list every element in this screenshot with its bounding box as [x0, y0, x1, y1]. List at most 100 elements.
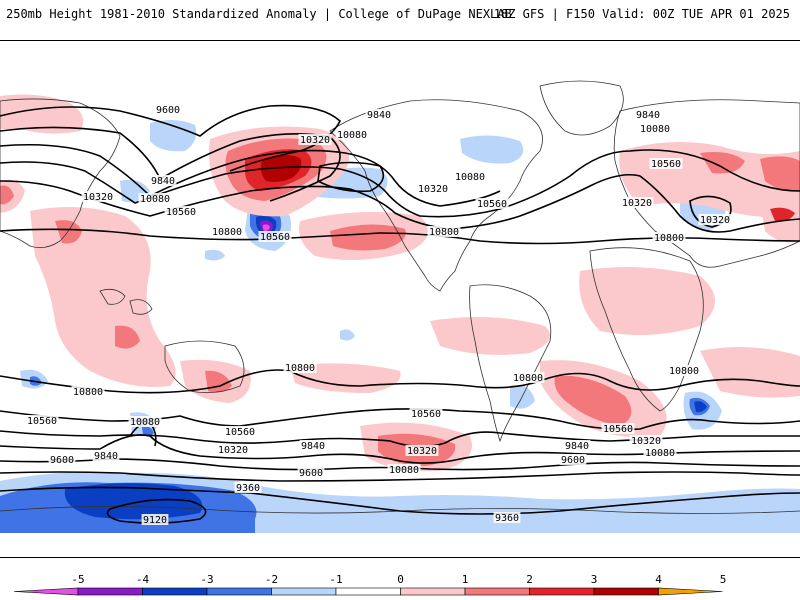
greenland-outline [539, 80, 624, 136]
contour-label-eu-10320-a: 10320 [622, 198, 652, 209]
contour-9840-nh [0, 126, 341, 202]
contour-label-sc-9600: 9600 [299, 468, 323, 479]
contour-label-bg [601, 423, 635, 434]
contour-label-eu-10800: 10800 [654, 233, 684, 244]
contour-label-bg [559, 454, 587, 465]
contour-label-bg [297, 467, 325, 478]
contour-label-np-10320: 10320 [300, 135, 330, 146]
contour-label-bg [620, 197, 654, 208]
contour-label-bg [335, 129, 369, 140]
contour-label-bg [511, 372, 545, 383]
contour-label-bg [81, 191, 115, 202]
contour-label-eu-10560: 10560 [651, 159, 681, 170]
neg1-area [150, 119, 197, 152]
colorbar-segment-neg1 [271, 587, 337, 596]
contour-label-bg [92, 450, 120, 461]
contour-label-eu-10320-b: 10320 [700, 215, 730, 226]
colorbar-segment-neg2 [206, 587, 272, 596]
contour-label-bg [409, 408, 443, 419]
contour-label-sc-9360: 9360 [236, 483, 260, 494]
contour-label-sw-10800: 10800 [73, 387, 103, 398]
contour-label-sp-10800: 10800 [285, 363, 315, 374]
neg5-area [262, 224, 270, 231]
contour-9120-sh [106, 498, 207, 524]
contour-label-sa-10800: 10800 [513, 373, 543, 384]
colorbar-tick-label: -4 [136, 573, 150, 586]
pos4-area [260, 155, 302, 182]
neg1-area [460, 135, 524, 164]
contour-label-na-10320: 10320 [418, 184, 448, 195]
colorbar-tick-labels: -5 -4 -3 -2 -1 0 1 2 3 4 5 [71, 573, 726, 586]
colorbar-tick-label: 5 [720, 573, 727, 586]
contour-10080-nh [0, 143, 501, 207]
pos2-area [115, 325, 140, 349]
contour-label-sc-10560: 10560 [411, 409, 441, 420]
colorbar-tick-label: 4 [655, 573, 662, 586]
africa-outline [589, 247, 704, 412]
contour-label-sw-9840: 9840 [94, 451, 118, 462]
se-asia-islands [99, 288, 153, 315]
australia-outline [164, 340, 245, 394]
colorbar-segment-pos1 [400, 587, 466, 596]
contour-label-bg [299, 440, 327, 451]
pos2-area [554, 375, 632, 426]
contour-label-bg [667, 365, 701, 376]
pos2-area [330, 224, 406, 251]
pos3-area [770, 207, 795, 222]
contour-label-se-10320: 10320 [631, 436, 661, 447]
run-info: 18Z GFS | F150 Valid: 00Z TUE APR 01 202… [493, 7, 790, 21]
colorbar-tick-label: -2 [265, 573, 278, 586]
neg3-area [64, 483, 203, 520]
contour-label-nh-9600: 9600 [156, 105, 180, 116]
colorbar-tick-label: 0 [397, 573, 404, 586]
south-america-outline [469, 284, 552, 443]
contour-label-bg [427, 226, 461, 237]
contour-label-sw-10560: 10560 [27, 416, 57, 427]
contour-label-sc-9840: 9840 [301, 441, 325, 452]
neg1-area [205, 249, 225, 261]
pos2-area [55, 220, 82, 244]
contour-label-low-10560: 10560 [260, 232, 290, 243]
contour-label-na-10080: 10080 [455, 172, 485, 183]
contour-label-sc-10320: 10320 [407, 446, 437, 457]
contour-label-nh-10800-w: 10800 [212, 227, 242, 238]
contour-label-bg [643, 447, 677, 458]
contour-label-na-10800: 10800 [429, 227, 459, 238]
contour-label-bg [634, 109, 662, 120]
map-panel: 9600 9840 10080 10320 10560 10800 10320 10080 98… [0, 40, 800, 558]
contour-label-bg [563, 440, 591, 451]
contour-label-bg [141, 514, 169, 525]
contour-label-se-10800: 10800 [669, 366, 699, 377]
pos1-area [430, 317, 550, 355]
pos2-area [0, 185, 14, 205]
colorbar-segment-neg3 [142, 587, 208, 596]
neg2-area [142, 426, 154, 437]
contour-label-bg [223, 426, 257, 437]
contour-label-nh-10560-w: 10560 [166, 207, 196, 218]
contour-label-bg [493, 512, 521, 523]
colorbar-arrow-high [658, 587, 723, 596]
colorbar-tick-label: -1 [329, 573, 342, 586]
contour-label-np-9840: 9840 [367, 110, 391, 121]
contour-label-bg [138, 193, 172, 204]
contour-9600-sh [0, 471, 800, 482]
header: 250mb Height 1981-2010 Standardized Anom… [0, 0, 800, 30]
contour-label-nh-9840-w: 9840 [151, 176, 175, 187]
north-america-outline [329, 99, 543, 292]
contour-label-bg [698, 214, 732, 225]
pos1-area [30, 207, 176, 387]
contour-label-se-10080: 10080 [645, 448, 675, 459]
contour-label-bg [128, 416, 162, 427]
colorbar-segments [13, 587, 723, 596]
contour-label-np-10080: 10080 [337, 130, 367, 141]
pos1-area [579, 267, 715, 335]
colorbar-segment-pos3 [529, 587, 595, 596]
contour-label-bg [149, 175, 177, 186]
colorbar-tick-label: -3 [200, 573, 213, 586]
contour-label-eu-9840: 9840 [636, 110, 660, 121]
contour-label-ant-9120: 9120 [143, 515, 167, 526]
positive-anomaly-shading [0, 94, 800, 472]
contour-label-bg [283, 362, 317, 373]
colorbar-segment-neg4 [77, 587, 143, 596]
